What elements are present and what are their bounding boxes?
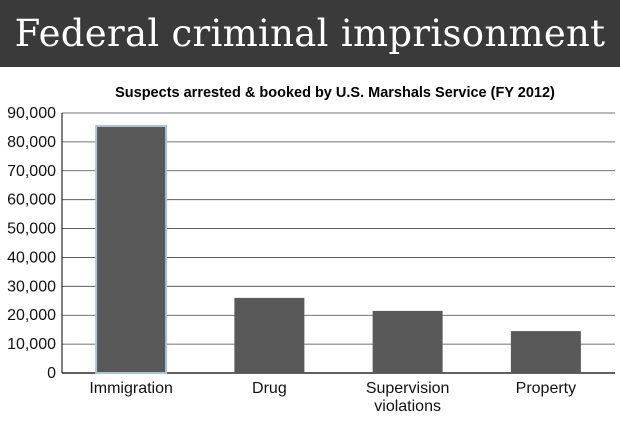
y-tick-label: 90,000 [7,105,56,122]
y-tick-label: 0 [47,365,56,382]
y-tick-label: 70,000 [7,163,56,180]
y-tick-label: 50,000 [7,221,56,238]
x-tick-label: Supervision violations [366,380,450,415]
x-tick-label: Property [516,380,576,397]
x-axis-labels: Immigration Drug Supervision violations Prop… [89,380,576,415]
bars [95,125,581,374]
y-tick-label: 60,000 [7,192,56,209]
x-tick-label: Immigration [89,380,173,397]
bar [372,310,443,373]
page-title: Federal criminal imprisonment [14,12,606,55]
bar-chart: Suspects arrested & booked by U.S. Marsh… [7,85,615,415]
bar [95,125,168,374]
bar [510,331,581,373]
chart-title: Suspects arrested & booked by U.S. Marsh… [115,85,555,101]
y-axis-ticks: 0 10,000 20,000 30,000 40,000 50,000 60,000 70,… [7,105,56,382]
bar [234,297,305,373]
y-tick-label: 10,000 [7,336,56,353]
x-tick-label: Drug [252,380,287,397]
y-tick-label: 30,000 [7,278,56,295]
header-banner: Federal criminal imprisonment [0,0,620,67]
y-tick-label: 80,000 [7,134,56,151]
y-tick-label: 20,000 [7,307,56,324]
y-tick-label: 40,000 [7,249,56,266]
